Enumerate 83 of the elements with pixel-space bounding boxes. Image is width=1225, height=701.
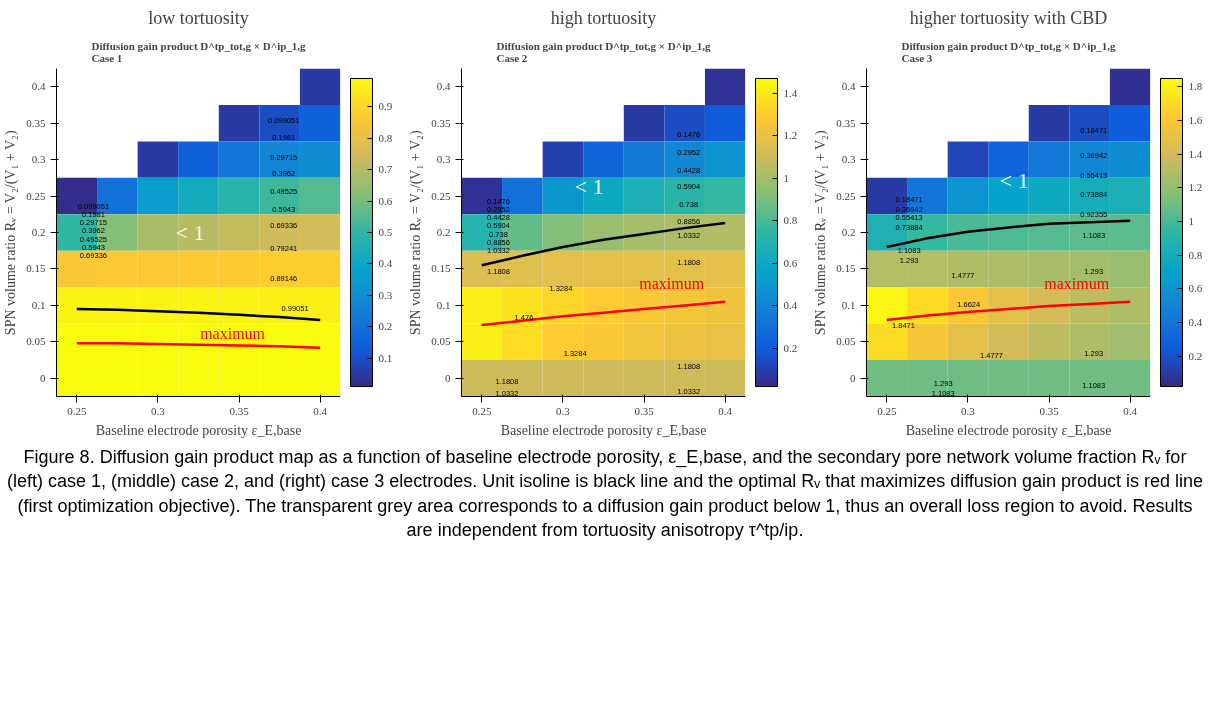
color-bar-label: 0.6 (783, 256, 798, 269)
color-bar-label: 1 (783, 171, 789, 184)
chart-subtitle: Diffusion gain product D^tp_tot,g × D^ip_1,g Case 2 (496, 39, 712, 64)
x-tick-label: 0.35 (1039, 404, 1060, 417)
color-bar-label: 0.6 (378, 194, 393, 207)
y-tick-label: 0.4 (31, 80, 46, 93)
y-tick-label: 0.35 (836, 116, 856, 129)
y-tick-label: 0.05 (26, 335, 46, 348)
y-tick-label: 0.3 (31, 153, 46, 166)
y-tick-label: 0.25 (431, 189, 451, 202)
color-bar-label: 0.1 (378, 351, 393, 364)
color-bar-label: 0.2 (378, 320, 393, 333)
color-bar-label: 0.6 (1188, 282, 1203, 295)
annotation: < 1 (574, 174, 604, 200)
y-tick-label: 0 (445, 371, 451, 384)
y-axis-title: SPN volume ratio Rᵥ = V₂/(V₁ + V₂) (3, 130, 20, 336)
x-axis-title: Baseline electrode porosity ε_E,base (95, 422, 302, 438)
y-tick-label: 0.2 (436, 226, 451, 238)
color-bar-label: 0.3 (378, 288, 393, 301)
color-bar-label: 0.8 (1188, 248, 1203, 261)
y-tick-label: 0.35 (431, 116, 451, 129)
color-bar-label: 0.2 (783, 341, 798, 354)
y-axis-title: SPN volume ratio Rᵥ = V₂/(V₁ + V₂) (813, 130, 830, 336)
x-tick-label: 0.25 (67, 404, 87, 417)
color-bar-label: 0.9 (378, 100, 393, 113)
annotation: maximum (639, 274, 705, 292)
x-tick-label: 0.35 (634, 404, 655, 417)
color-bar-label: 1.4 (1188, 147, 1203, 160)
x-axis-title: Baseline electrode porosity ε_E,base (905, 422, 1112, 438)
y-tick-label: 0.2 (841, 226, 856, 238)
y-tick-label: 0.05 (431, 335, 451, 348)
y-tick-label: 0.15 (431, 262, 451, 275)
y-tick-label: 0 (850, 371, 856, 384)
color-bar-label: 1.6 (1188, 114, 1203, 127)
y-tick-label: 0.4 (841, 80, 856, 93)
color-bar-label: 1.2 (1188, 181, 1203, 194)
color-bar-label: 0.8 (783, 214, 798, 227)
x-tick-label: 0.4 (718, 404, 733, 417)
x-tick-label: 0.4 (1123, 404, 1138, 417)
chart-title: higher tortuosity with CBD (909, 7, 1108, 28)
color-bar-label: 0.4 (378, 257, 393, 270)
color-bar-label: 1.4 (783, 86, 798, 99)
y-tick-label: 0.2 (31, 226, 46, 238)
color-bar-label: 0.7 (378, 163, 393, 176)
color-bar-label: 0.4 (1188, 316, 1203, 329)
chart-title: low tortuosity (148, 7, 249, 28)
color-bar-label: 0.4 (783, 299, 798, 312)
annotation: < 1 (175, 220, 205, 245)
chart-subtitle: Diffusion gain product D^tp_tot,g × D^ip_1,g Case 3 (901, 39, 1117, 64)
chart-title: high tortuosity (550, 7, 657, 28)
y-tick-label: 0 (40, 371, 46, 384)
x-tick-label: 0.25 (877, 404, 897, 417)
y-tick-label: 0.15 (26, 262, 46, 275)
color-bar-label: 0.5 (378, 226, 393, 238)
color-bar-label: 0.2 (1188, 349, 1203, 362)
annotation: maximum (200, 325, 266, 343)
x-tick-label: 0.25 (472, 404, 492, 417)
x-tick-label: 0.3 (556, 404, 571, 417)
chart-subtitle: Diffusion gain product D^tp_tot,g × D^ip_1,g Case 1 (91, 39, 307, 64)
y-tick-label: 0.3 (841, 153, 856, 166)
y-tick-label: 0.1 (31, 298, 46, 311)
x-tick-label: 0.3 (151, 404, 166, 417)
x-tick-label: 0.3 (961, 404, 976, 417)
color-bar-label: 0.8 (378, 131, 393, 144)
x-axis-title: Baseline electrode porosity ε_E,base (500, 422, 707, 438)
caption: Figure 8. Diffusion gain product map as a function of baseline electrode porosity, ε_E,base, and the secondary pore network volume fraction Rᵥ for (left) case 1, (middle) case 2, and (right) case 3 electrodes. Unit isoline is black line and the optimal Rᵥ that maximizes diffusion gain product is red line (first optimization objective). The transparent grey area corresponds to a diffusion gain product below 1, thus an overall loss region to avoid. Results are independent from tortuosity anisotropy τ^tp/ip. (6, 446, 1204, 542)
annotation: maximum (1044, 274, 1110, 292)
y-tick-label: 0.25 (836, 189, 856, 202)
y-axis-title: SPN volume ratio Rᵥ = V₂/(V₁ + V₂) (408, 130, 425, 336)
annotation: < 1 (999, 167, 1029, 193)
y-tick-label: 0.05 (836, 335, 856, 348)
color-bar-label: 1.8 (1188, 80, 1203, 93)
y-tick-label: 0.4 (436, 80, 451, 93)
x-tick-label: 0.4 (313, 404, 328, 417)
y-tick-label: 0.25 (26, 189, 46, 202)
y-tick-label: 0.3 (436, 153, 451, 166)
x-tick-label: 0.35 (229, 404, 250, 417)
color-bar-label: 1 (1188, 215, 1194, 228)
y-tick-label: 0.1 (841, 298, 856, 311)
y-tick-label: 0.35 (26, 116, 46, 129)
y-tick-label: 0.15 (836, 262, 856, 275)
color-bar-label: 1.2 (783, 129, 798, 142)
y-tick-label: 0.1 (436, 298, 451, 311)
